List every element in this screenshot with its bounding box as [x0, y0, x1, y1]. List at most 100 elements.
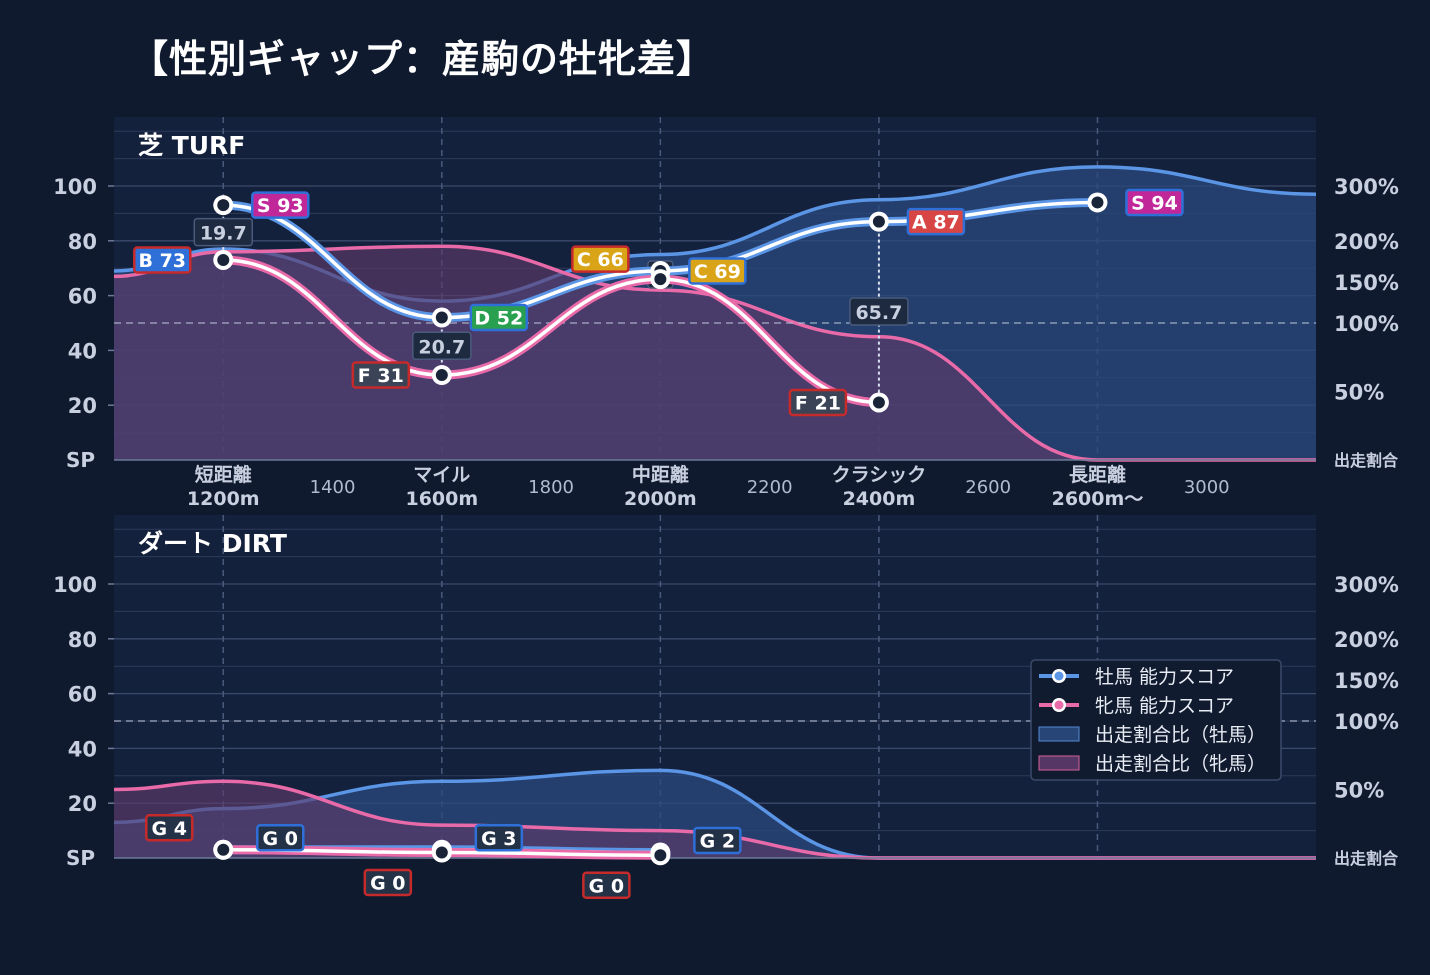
y-tick-label: 60	[68, 683, 97, 707]
gap-label-text: 20.7	[418, 336, 465, 358]
legend-female-score-marker-core	[1054, 700, 1064, 710]
female-grade-badge-text: F 21	[795, 392, 841, 414]
male-point-core	[872, 215, 885, 228]
male-grade-badge-text: C 69	[694, 261, 741, 283]
female-grade-badge-box	[788, 388, 848, 417]
female-grade-badge-text: G 0	[589, 875, 624, 897]
male-grade-badge-box	[469, 303, 529, 332]
female-grade-badge-text: B 73	[138, 250, 186, 272]
right-tick-label: 50%	[1334, 779, 1384, 803]
x-category-label: 中距離	[632, 463, 689, 486]
male-grade-badge-box	[251, 191, 310, 219]
panel-1: ダート DIRT 100 80 60 40 20 SP 300% 200% 150% 100% 50%…	[53, 515, 1399, 900]
female-grade-badge-box	[145, 814, 194, 842]
female-point-core	[435, 846, 448, 859]
legend-male-score-marker-core	[1054, 671, 1064, 681]
x-category-distance: 2600m〜	[1052, 488, 1144, 510]
right-tick-label: 200%	[1334, 230, 1399, 254]
panel-title: ダート DIRT	[138, 529, 287, 558]
x-category-distance: 2400m	[843, 488, 916, 510]
right-tick-label: 100%	[1334, 312, 1399, 336]
male-point-core	[217, 199, 230, 212]
gap-label: 20.7	[412, 331, 472, 361]
x-minor-tick-label: 3000	[1184, 477, 1230, 498]
male-grade-badge: S 94	[1125, 188, 1184, 217]
x-category-label: 長距離	[1069, 463, 1126, 486]
male-grade-badge: D 52	[469, 303, 529, 332]
y-axis-bottom-label: SP	[66, 846, 95, 870]
female-grade-badge-box	[582, 871, 631, 900]
gap-label: 65.7	[849, 297, 909, 326]
x-category-distance: 1600m	[405, 488, 478, 510]
female-point-core	[217, 253, 230, 266]
right-tick-label: 150%	[1334, 271, 1399, 295]
female-grade-badge: F 21	[788, 388, 848, 417]
male-grade-badge-box	[906, 207, 966, 236]
male-grade-badge-box	[693, 826, 742, 855]
male-grade-badge-text: G 3	[481, 828, 516, 850]
female-grade-badge-text: F 31	[358, 365, 404, 387]
female-grade-badge-text: G 4	[152, 818, 187, 840]
area-fill-female	[114, 246, 1316, 460]
female-grade-badge: B 73	[133, 246, 192, 274]
male-grade-badge: S 93	[251, 191, 310, 219]
right-tick-label: 100%	[1334, 710, 1399, 734]
legend-male-score-label: 牡馬 能力スコア	[1095, 666, 1234, 688]
male-grade-badge-box	[1125, 188, 1184, 217]
female-point-core	[217, 843, 230, 856]
legend-female-score-label: 牝馬 能力スコア	[1095, 695, 1234, 717]
male-grade-badge-box	[474, 824, 524, 852]
female-point-core	[654, 849, 667, 862]
male-grade-badge: C 69	[688, 257, 747, 285]
y-tick-label: 40	[68, 339, 97, 363]
female-grade-badge-text: G 0	[370, 873, 405, 895]
legend-male-ratio-label: 出走割合比（牡馬）	[1095, 724, 1266, 746]
x-category-label: マイル	[413, 464, 470, 486]
gap-label-box	[193, 217, 254, 247]
male-grade-badge-text: D 52	[474, 308, 523, 330]
male-grade-badge: G 0	[256, 824, 305, 852]
y-tick-label: 80	[68, 628, 97, 652]
y-tick-label: 80	[68, 230, 97, 254]
y-tick-label: 100	[53, 175, 97, 199]
male-grade-badge-text: S 93	[257, 195, 304, 217]
legend-female-ratio-swatch	[1038, 755, 1080, 771]
female-grade-badge: C 66	[571, 245, 630, 273]
male-grade-badge-text: G 0	[263, 828, 298, 850]
y-tick-label: 40	[68, 737, 97, 761]
female-point-core	[654, 273, 667, 286]
x-minor-tick-label: 2600	[965, 477, 1011, 498]
x-category-label: 短距離	[195, 463, 252, 486]
female-grade-badge: G 4	[145, 814, 194, 842]
x-category-label: クラシック	[832, 464, 927, 486]
male-grade-badge-box	[688, 257, 747, 285]
female-grade-badge: G 0	[363, 868, 413, 897]
male-grade-badge: G 3	[474, 824, 524, 852]
male-grade-badge: A 87	[906, 207, 966, 236]
male-point-core	[435, 311, 448, 324]
male-grade-badge-box	[256, 824, 305, 852]
x-category-distance: 2000m	[624, 488, 697, 510]
right-axis-bottom-label: 出走割合	[1334, 849, 1399, 868]
right-tick-label: 200%	[1334, 628, 1399, 652]
gap-label-text: 65.7	[855, 302, 902, 324]
panel-0: 芝 TURF 100 80 60 40 20 SP 300% 200% 150% 100% 50% 出走…	[53, 117, 1399, 510]
right-tick-label: 50%	[1334, 381, 1384, 405]
male-point-core	[1091, 196, 1104, 209]
right-axis-bottom-label: 出走割合	[1334, 451, 1399, 470]
right-tick-label: 300%	[1334, 175, 1399, 199]
female-grade-badge-box	[571, 245, 630, 273]
y-tick-label: 60	[68, 285, 97, 309]
female-grade-badge: G 0	[582, 871, 631, 900]
right-tick-label: 150%	[1334, 669, 1399, 693]
x-minor-tick-label: 1800	[528, 477, 574, 498]
female-point-core	[435, 369, 448, 382]
y-tick-label: 20	[68, 792, 97, 816]
gap-label: 19.7	[193, 217, 254, 247]
female-grade-badge: F 31	[351, 361, 411, 389]
y-tick-label: 20	[68, 394, 97, 418]
chart-title: 【性別ギャップ：産駒の牡牝差】	[130, 37, 716, 81]
male-grade-badge-text: A 87	[912, 212, 960, 234]
